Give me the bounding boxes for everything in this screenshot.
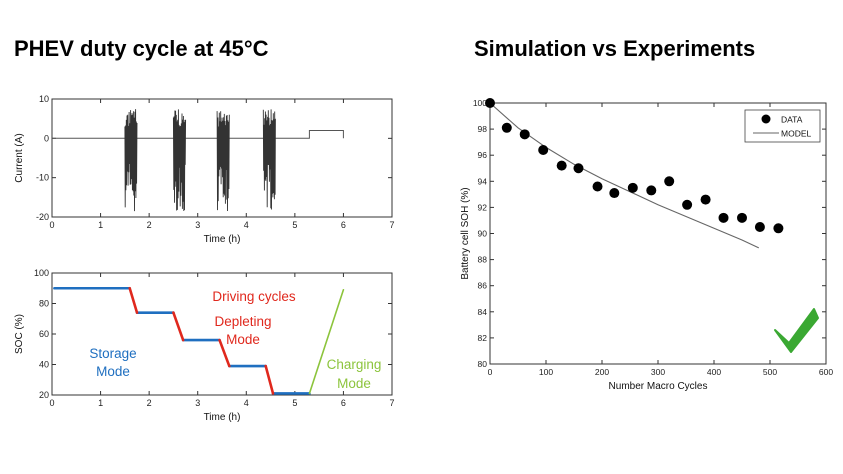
driving-cycles-label: Driving cycles [212,289,296,304]
x-tick-label: 6 [341,398,346,408]
current-burst [124,109,138,212]
y-tick-label: 100 [34,268,49,278]
plot-frame [51,98,393,218]
data-point [538,144,549,155]
data-point [754,221,765,232]
x-tick-label: 2 [147,220,152,230]
legend-box [744,109,821,143]
data-point [519,129,530,140]
storage-mode-label-line2: Mode [96,364,130,379]
data-point [556,160,567,171]
y-axis-label: Battery cell SOH (%) [460,187,471,279]
y-axis-label: Current (A) [14,133,25,182]
x-tick-label: 7 [389,220,394,230]
soc-segment-driving [128,286,139,314]
data-point [700,194,711,205]
y-tick-label: 20 [39,390,49,400]
current-burst [262,109,276,210]
y-tick-label: 40 [39,360,49,370]
x-tick-label: 100 [539,367,553,377]
x-tick-label: 3 [195,220,200,230]
x-tick-label: 0 [49,398,54,408]
y-axis-label: SOC (%) [14,314,25,354]
x-tick-label: 300 [651,367,665,377]
depleting-mode-label-line2: Mode [226,332,260,347]
left-chart-title: PHEV duty cycle at 45°C [14,36,269,61]
legend-data-marker [761,114,771,124]
y-tick-label: 92 [478,202,488,212]
x-tick-label: 1 [98,220,103,230]
storage-mode-label-line1: Storage [89,346,136,361]
y-tick-label: 80 [478,359,488,369]
data-point [627,182,638,193]
y-tick-label: 60 [39,329,49,339]
soc-segment-driving [172,311,185,342]
data-point [664,176,675,187]
y-tick-label: -20 [36,212,49,222]
x-axis-label: Time (h) [204,412,241,423]
x-tick-label: 4 [244,220,249,230]
legend-model-label: MODEL [781,129,812,139]
data-point [737,212,747,223]
x-tick-label: 4 [244,398,249,408]
soc-segment-driving [218,338,231,368]
data-point [573,163,584,174]
y-tick-label: 96 [478,150,488,160]
current-burst [172,109,187,212]
data-point [718,212,729,223]
x-tick-label: 5 [292,220,297,230]
data-point [773,223,784,234]
charging-mode-label-line2: Mode [337,376,371,391]
x-tick-label: 400 [707,367,721,377]
x-tick-label: 7 [389,398,394,408]
x-tick-label: 3 [195,398,200,408]
soc-segment-charging [308,288,345,395]
data-point [485,98,495,108]
x-tick-label: 0 [49,220,54,230]
y-tick-label: 0 [44,133,49,143]
depleting-mode-label-line1: Depleting [214,314,271,329]
data-point [609,188,620,199]
y-tick-label: 80 [39,299,49,309]
checkmark-icon [774,308,819,353]
data-point [682,199,693,210]
x-tick-label: 600 [819,367,833,377]
x-tick-label: 2 [147,398,152,408]
data-point [592,181,603,192]
y-tick-label: 98 [478,124,488,134]
right-chart-title: Simulation vs Experiments [474,36,756,61]
x-tick-label: 500 [763,367,777,377]
x-tick-label: 0 [488,367,493,377]
data-point [501,122,512,133]
x-tick-label: 6 [341,220,346,230]
x-tick-label: 200 [595,367,609,377]
soc-segment-driving [264,364,275,395]
y-tick-label: 90 [478,229,488,239]
current-burst [216,111,230,212]
y-tick-label: 84 [478,307,488,317]
legend-data-label: DATA [781,115,803,125]
x-axis-label: Time (h) [204,234,241,245]
y-tick-label: 88 [478,255,488,265]
y-tick-label: 100 [473,98,487,108]
x-axis-label: Number Macro Cycles [609,381,708,392]
data-point [646,185,657,196]
x-tick-label: 5 [292,398,297,408]
y-tick-label: 94 [478,176,488,186]
y-tick-label: -10 [36,173,49,183]
x-tick-label: 1 [98,398,103,408]
charging-mode-label-line1: Charging [327,357,382,372]
y-tick-label: 86 [478,281,488,291]
y-tick-label: 10 [39,94,49,104]
y-tick-label: 82 [478,333,488,343]
